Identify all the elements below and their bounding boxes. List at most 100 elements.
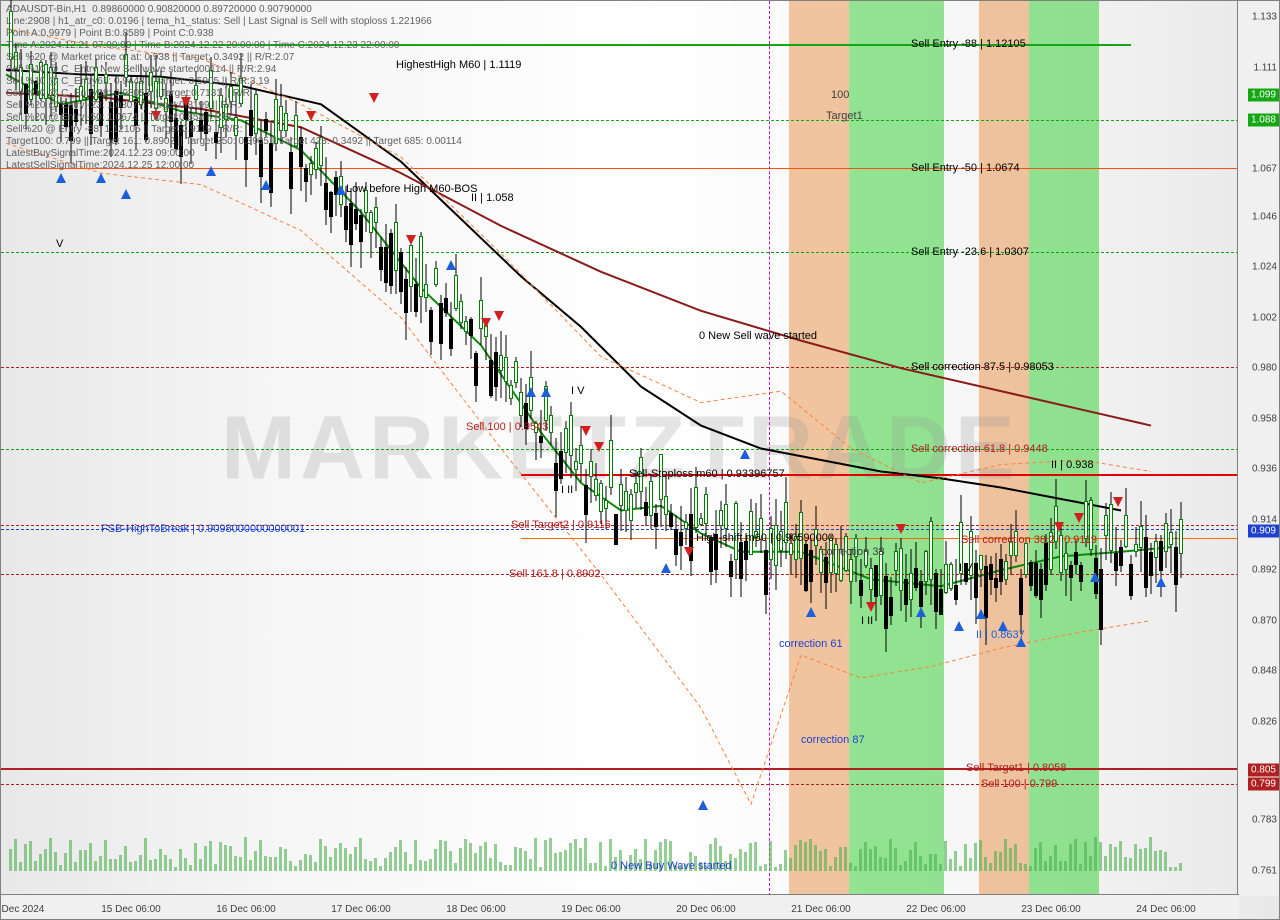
annotation: II | 1.058 xyxy=(471,192,514,204)
arrow-down-icon xyxy=(684,547,694,557)
volume-bar xyxy=(964,844,967,871)
volume-bar xyxy=(549,838,552,871)
volume-bar xyxy=(739,849,742,871)
volume-bar xyxy=(959,866,962,871)
chart-area[interactable]: MARKETZTRADE Sell Entry -23.6 | 1.14347S… xyxy=(1,1,1239,896)
volume-bar xyxy=(109,859,112,871)
annotation: II | 0.938 xyxy=(1051,459,1094,471)
volume-bar xyxy=(889,839,892,871)
arrow-up-icon xyxy=(541,387,551,397)
y-tick: 1.133 xyxy=(1252,12,1277,23)
volume-bar xyxy=(1084,842,1087,871)
y-price-badge: 0.909 xyxy=(1248,525,1279,538)
candle xyxy=(494,337,498,402)
volume-bar xyxy=(534,838,537,871)
candle xyxy=(1004,554,1008,584)
info-line9: Sell %20 @ Entry -23: 1.0307 || Target:0… xyxy=(6,100,240,111)
candle xyxy=(329,191,333,233)
y-tick: 0.783 xyxy=(1252,815,1277,826)
volume-bar xyxy=(14,839,17,871)
volume-bar xyxy=(189,865,192,871)
volume-bar xyxy=(199,859,202,871)
candle xyxy=(459,294,463,329)
volume-bar xyxy=(399,840,402,871)
y-axis: 1.1331.1111.0891.0671.0461.0241.0020.980… xyxy=(1237,1,1279,896)
candle xyxy=(1124,488,1128,548)
volume-bar xyxy=(154,859,157,871)
candle xyxy=(349,188,353,267)
candle xyxy=(1179,502,1183,579)
volume-bar xyxy=(459,848,462,871)
volume-bar xyxy=(1064,861,1067,871)
arrow-up-icon xyxy=(806,607,816,617)
volume-bar xyxy=(499,862,502,871)
y-tick: 1.111 xyxy=(1253,62,1277,73)
volume-bar xyxy=(289,861,292,871)
volume-bar xyxy=(59,865,62,871)
volume-bar xyxy=(369,861,372,871)
y-price-badge: 1.099 xyxy=(1248,89,1279,102)
volume-bar xyxy=(954,851,957,871)
volume-bar xyxy=(539,867,542,871)
info-line3: Point A:0.9979 | Point B:0.8589 | Point … xyxy=(6,28,214,39)
volume-bar xyxy=(904,861,907,871)
candle xyxy=(599,480,603,523)
candle xyxy=(929,517,933,605)
volume-bar xyxy=(464,839,467,871)
candle xyxy=(379,237,383,280)
candle xyxy=(324,157,328,225)
candle xyxy=(924,550,928,595)
candle xyxy=(764,540,768,614)
volume-bar xyxy=(294,866,297,871)
volume-bar xyxy=(1054,845,1057,871)
candle xyxy=(309,156,313,195)
volume-bar xyxy=(1139,849,1142,871)
volume-bar xyxy=(504,865,507,871)
candle xyxy=(499,331,503,398)
volume-bar xyxy=(849,863,852,871)
annotation: Sell Target1 | 0.8058 xyxy=(966,762,1067,774)
volume-bar xyxy=(944,841,947,871)
candle xyxy=(614,514,618,545)
candle xyxy=(669,504,673,530)
volume-bar xyxy=(194,843,197,871)
candle xyxy=(914,542,918,591)
volume-bar xyxy=(999,852,1002,871)
volume-bar xyxy=(574,839,577,871)
arrow-down-icon xyxy=(494,311,504,321)
volume-bar xyxy=(744,852,747,871)
candle xyxy=(1099,548,1103,645)
volume-bar xyxy=(599,842,602,871)
candle xyxy=(384,224,388,291)
candle xyxy=(464,316,468,345)
volume-bar xyxy=(149,860,152,871)
info-line13: LatestBuySignalTime:2024.12.23 09:00:00 xyxy=(6,148,195,159)
candle xyxy=(399,248,403,305)
volume-bar xyxy=(1179,863,1182,871)
candle xyxy=(769,516,773,578)
candle xyxy=(1154,534,1158,583)
volume-bar xyxy=(49,838,52,871)
x-tick: 18 Dec 06:00 xyxy=(446,904,506,915)
y-tick: 0.980 xyxy=(1252,363,1277,374)
annotation: Sell correction 61.8 | 0.9448 xyxy=(911,443,1048,455)
volume-bar xyxy=(1049,856,1052,871)
candle xyxy=(474,351,478,402)
volume-bar xyxy=(834,857,837,871)
arrow-up-icon xyxy=(698,800,708,810)
candle xyxy=(419,232,423,323)
annotation: Sell correction 87.5 | 0.98053 xyxy=(911,361,1054,373)
candle xyxy=(1039,563,1043,619)
volume-bar xyxy=(39,854,42,871)
volume-bar xyxy=(604,866,607,872)
volume-bar xyxy=(279,847,282,871)
volume-bar xyxy=(1169,867,1172,871)
y-tick: 0.958 xyxy=(1252,413,1277,424)
volume-bar xyxy=(854,866,857,871)
volume-bar xyxy=(1149,837,1152,871)
info-line11: Sell%20 @ Entry -88: 1.12105 || Target:0… xyxy=(6,124,242,135)
candle xyxy=(389,229,393,294)
candle xyxy=(949,562,953,591)
candle xyxy=(619,469,623,531)
volume-bar xyxy=(984,857,987,871)
